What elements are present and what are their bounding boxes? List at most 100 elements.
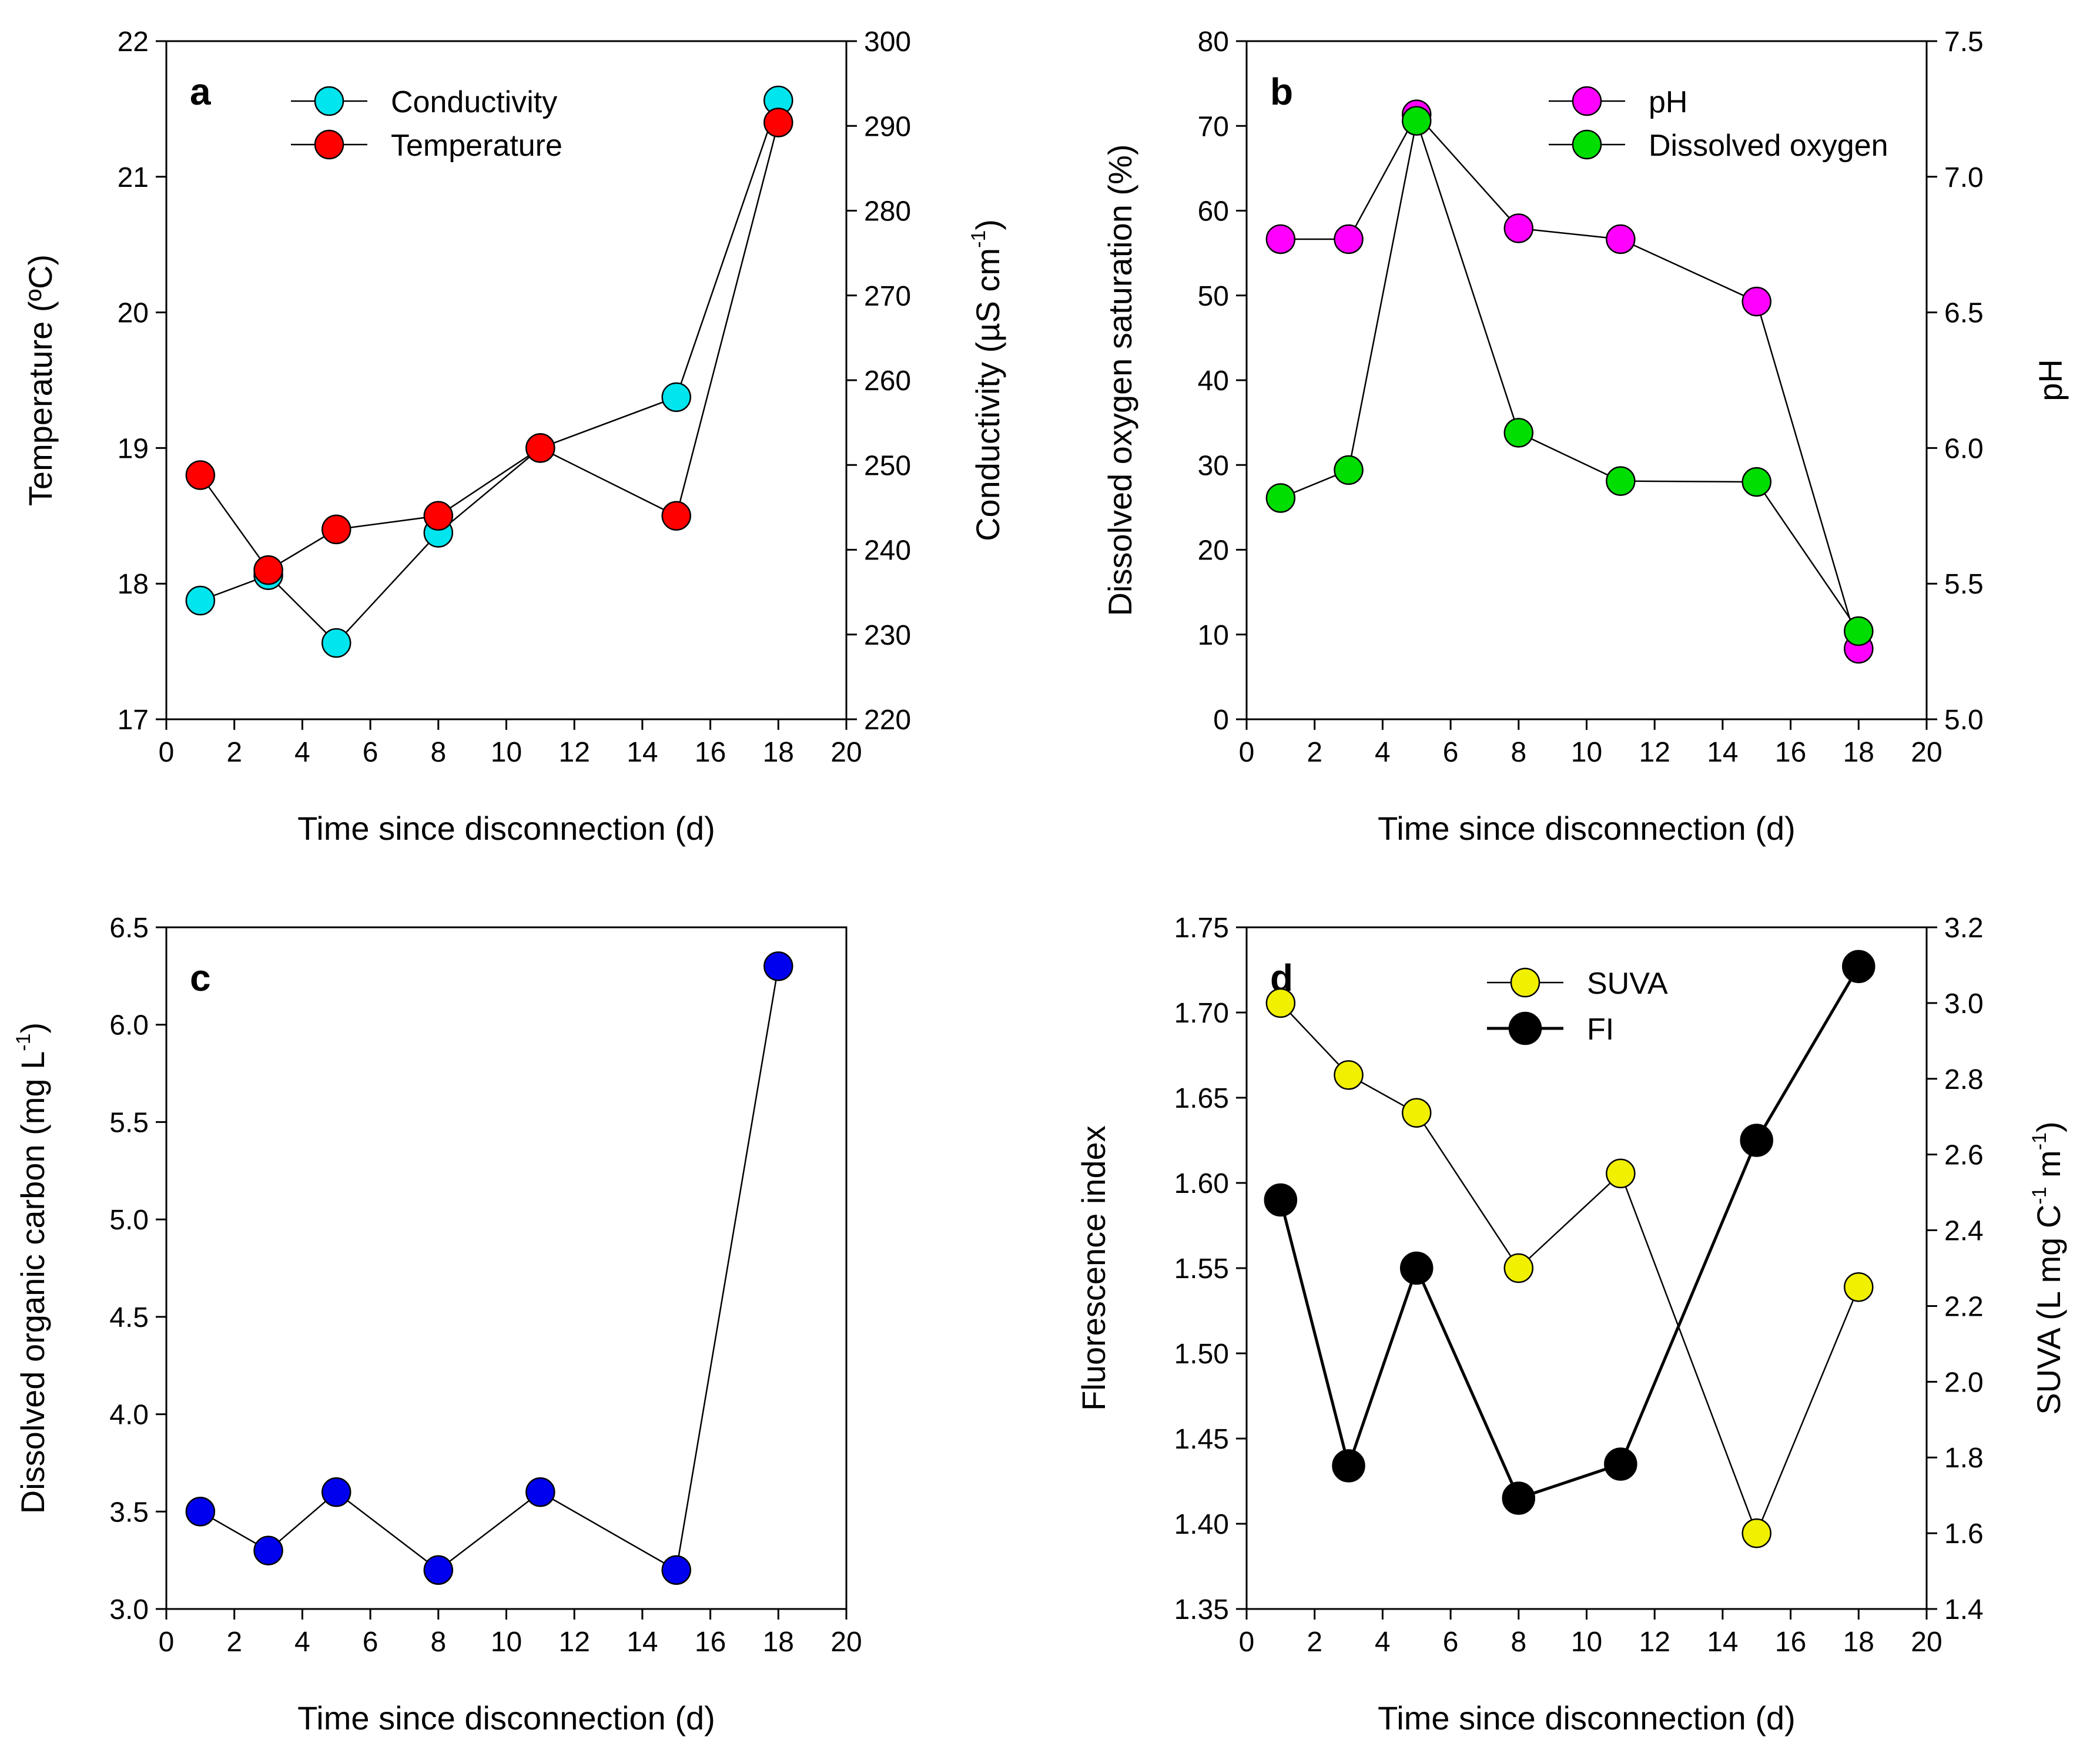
legend-item: Dissolved oxygen bbox=[1549, 129, 1888, 163]
left-tick-label: 30 bbox=[1198, 450, 1229, 481]
series-line bbox=[200, 100, 779, 644]
left-tick-label: 1.75 bbox=[1174, 913, 1229, 944]
left-tick-label: 1.45 bbox=[1174, 1424, 1229, 1455]
series-line bbox=[1280, 118, 1860, 632]
data-point bbox=[1332, 1449, 1365, 1483]
data-point bbox=[1334, 455, 1364, 485]
data-point bbox=[1604, 1447, 1637, 1481]
axis-title-part: SUVA (L mg C bbox=[2030, 1205, 2067, 1415]
right-axis-title: pH bbox=[2032, 359, 2069, 401]
data-point bbox=[1265, 483, 1296, 513]
x-tick-label: 18 bbox=[1843, 1627, 1874, 1658]
data-point bbox=[423, 501, 454, 531]
right-axis-title: Conductivity (µS cm-1) bbox=[967, 219, 1006, 541]
legend-label: Conductivity bbox=[391, 85, 557, 119]
legend-item: SUVA bbox=[1487, 967, 1668, 1001]
data-point bbox=[185, 585, 216, 616]
x-tick-label: 8 bbox=[1510, 737, 1526, 768]
x-tick-label: 0 bbox=[159, 737, 175, 768]
series-suva bbox=[1265, 988, 1874, 1548]
left-tick-label: 1.35 bbox=[1174, 1594, 1229, 1625]
left-tick-label: 20 bbox=[1198, 535, 1229, 566]
legend-marker bbox=[314, 129, 344, 160]
x-tick-label: 20 bbox=[1911, 1627, 1942, 1658]
panel-a: a 0 2 4 6 8 10 12 14 16 18 20 Time since disconnecti… bbox=[22, 26, 1006, 847]
left-axis: 17 18 19 20 21 22 Temperature (ºC) bbox=[22, 26, 166, 736]
left-tick-label: 21 bbox=[118, 162, 149, 193]
axis-title-part: m bbox=[2030, 1150, 2067, 1186]
legend-label: Temperature bbox=[391, 129, 562, 163]
left-tick-label: 1.40 bbox=[1174, 1509, 1229, 1540]
x-tick-label: 0 bbox=[1239, 737, 1255, 768]
series-line bbox=[200, 966, 779, 1571]
left-tick-label: 60 bbox=[1198, 196, 1229, 227]
left-tick-label: 20 bbox=[118, 298, 149, 329]
data-point bbox=[1741, 286, 1771, 317]
right-tick-label: 260 bbox=[864, 366, 911, 397]
left-tick-label: 70 bbox=[1198, 111, 1229, 142]
x-tick-label: 14 bbox=[1707, 1627, 1738, 1658]
series-ph bbox=[1265, 99, 1874, 664]
legend-item: FI bbox=[1487, 1011, 1614, 1047]
left-tick-label: 40 bbox=[1198, 366, 1229, 397]
data-point bbox=[185, 1497, 216, 1527]
x-tick-label: 14 bbox=[1707, 737, 1738, 768]
data-point bbox=[1606, 466, 1636, 496]
data-point bbox=[661, 382, 691, 413]
x-tick-label: 16 bbox=[1775, 1627, 1806, 1658]
left-tick-label: 1.60 bbox=[1174, 1168, 1229, 1199]
data-point bbox=[661, 501, 691, 531]
left-tick-label: 17 bbox=[118, 705, 149, 736]
x-axis-title: Time since disconnection (d) bbox=[297, 1699, 715, 1736]
axis-title-part: Temperature (ºC) bbox=[22, 254, 59, 506]
left-axis: 3.0 3.5 4.0 4.5 5.0 5.5 6.0 6.5 Dissolved organi… bbox=[12, 913, 166, 1625]
x-axis-title: Time since disconnection (d) bbox=[1378, 810, 1796, 847]
panel-label: a bbox=[190, 71, 211, 113]
legend: SUVA FI bbox=[1487, 967, 1668, 1047]
x-tick-label: 2 bbox=[226, 1627, 242, 1658]
x-axis: 0 2 4 6 8 10 12 14 16 18 20 Time since disconnectio… bbox=[159, 719, 862, 847]
legend-marker bbox=[1510, 967, 1540, 998]
right-tick-label: 220 bbox=[864, 705, 911, 736]
x-tick-label: 20 bbox=[1911, 737, 1942, 768]
x-tick-label: 12 bbox=[1639, 1627, 1670, 1658]
x-tick-label: 8 bbox=[430, 1627, 446, 1658]
right-tick-label: 1.6 bbox=[1944, 1518, 1984, 1550]
x-tick-label: 6 bbox=[363, 1627, 379, 1658]
x-axis-title: Time since disconnection (d) bbox=[297, 810, 715, 847]
left-tick-label: 4.5 bbox=[109, 1302, 149, 1333]
right-tick-label: 280 bbox=[864, 196, 911, 227]
legend: Conductivity Temperature bbox=[291, 85, 562, 163]
data-point bbox=[1844, 616, 1874, 646]
data-point bbox=[525, 433, 555, 463]
left-tick-label: 6.5 bbox=[109, 913, 149, 944]
legend-item: Temperature bbox=[291, 129, 562, 163]
left-tick-label: 18 bbox=[118, 569, 149, 600]
series-line bbox=[1280, 113, 1860, 649]
series-temperature bbox=[185, 108, 793, 585]
right-tick-label: 5.0 bbox=[1944, 705, 1984, 736]
left-axis: 0 10 20 30 40 50 60 70 80 Dissolved oxygen satura… bbox=[1101, 26, 1247, 736]
data-point bbox=[1402, 106, 1432, 136]
left-tick-label: 1.50 bbox=[1174, 1339, 1229, 1370]
series-line bbox=[1279, 966, 1860, 1500]
axis-title-part: Conductivity (µS cm bbox=[969, 248, 1006, 541]
left-tick-label: 19 bbox=[118, 433, 149, 464]
left-tick-label: 6.0 bbox=[109, 1010, 149, 1041]
left-tick-label: 10 bbox=[1198, 620, 1229, 651]
data-point bbox=[185, 460, 216, 490]
x-tick-label: 2 bbox=[226, 737, 242, 768]
x-tick-label: 12 bbox=[559, 1627, 590, 1658]
data-point bbox=[1740, 1124, 1773, 1157]
x-tick-label: 2 bbox=[1307, 1627, 1322, 1658]
x-tick-label: 16 bbox=[1775, 737, 1806, 768]
right-tick-label: 6.0 bbox=[1944, 433, 1984, 464]
right-tick-label: 250 bbox=[864, 450, 911, 481]
plot-frame bbox=[165, 926, 848, 1610]
x-tick-label: 10 bbox=[491, 737, 522, 768]
axis-title-part: Dissolved organic carbon (mg L bbox=[14, 1051, 51, 1514]
data-point bbox=[1842, 950, 1875, 983]
axis-title-superscript: -1 bbox=[12, 1033, 35, 1051]
data-point bbox=[1503, 418, 1534, 448]
